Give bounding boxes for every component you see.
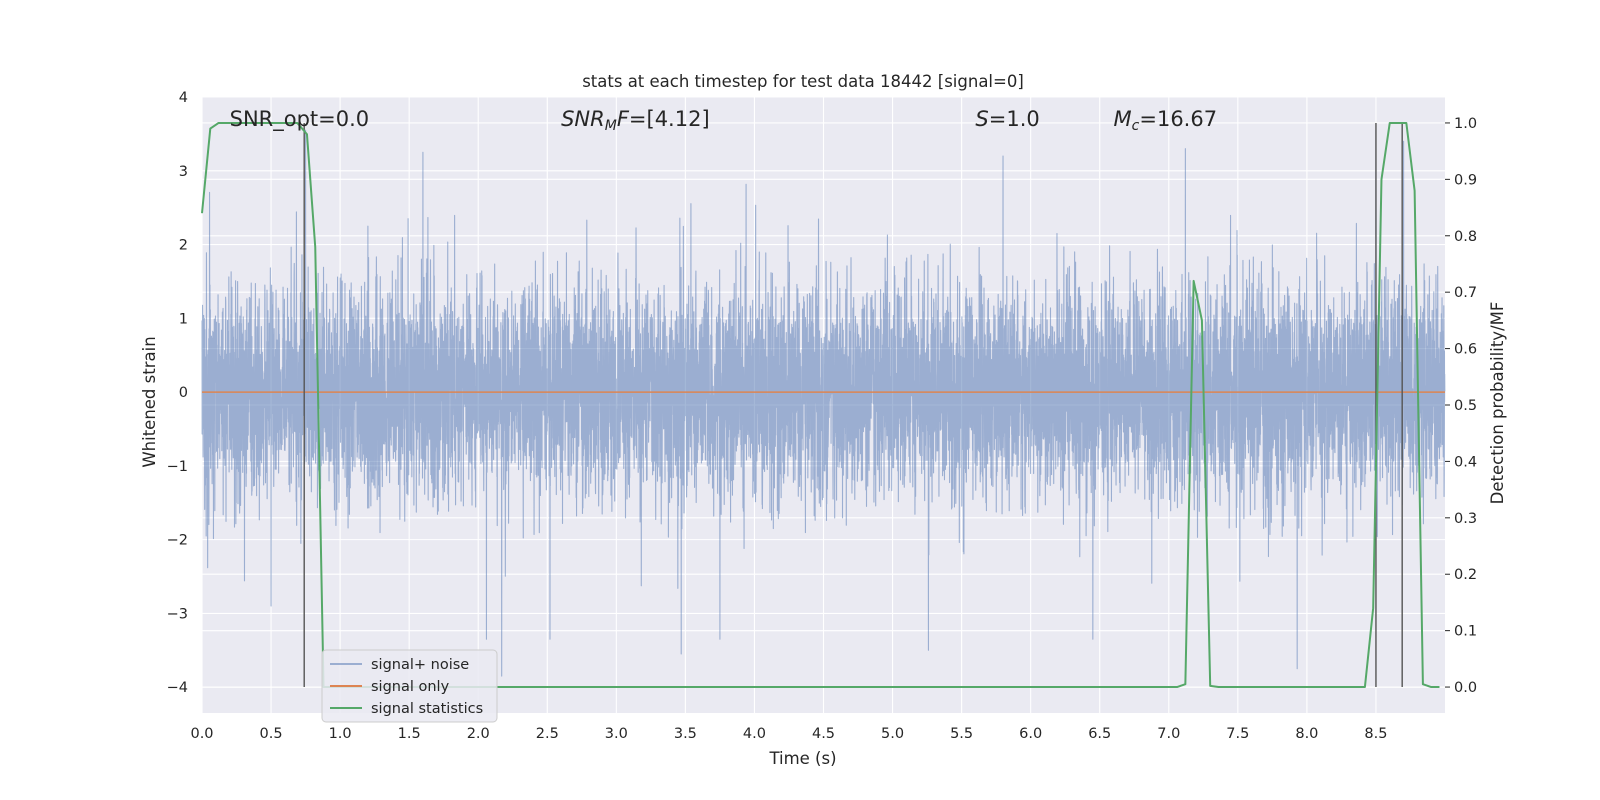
x-tick-label: 7.5 xyxy=(1226,726,1249,742)
x-tick-label: 1.5 xyxy=(398,726,421,742)
x-tick-label: 8.0 xyxy=(1295,726,1318,742)
x-tick-label: 8.5 xyxy=(1364,726,1387,742)
y-right-tick-label: 0.3 xyxy=(1454,511,1477,527)
y-left-tick-label: 0 xyxy=(179,385,188,401)
y-right-tick-label: 0.1 xyxy=(1454,624,1477,640)
x-tick-label: 2.0 xyxy=(467,726,490,742)
y-axis-left-label: Whitened strain xyxy=(140,336,159,467)
vertical-marker-lines xyxy=(303,122,1403,688)
y-left-tick-label: −2 xyxy=(167,533,188,549)
y-left-tick-label: 1 xyxy=(179,311,188,327)
x-tick-label: 6.0 xyxy=(1019,726,1042,742)
annotation-label: SNR_opt=0.0 xyxy=(230,107,370,132)
y-left-tick-label: 2 xyxy=(179,238,188,254)
x-tick-label: 4.0 xyxy=(743,726,766,742)
y-right-tick-label: 0.6 xyxy=(1454,342,1477,358)
y-right-tick-label: 0.9 xyxy=(1454,172,1477,188)
x-tick-label: 4.5 xyxy=(812,726,835,742)
x-tick-label: 0.5 xyxy=(260,726,283,742)
y-right-tick-label: 0.2 xyxy=(1454,567,1477,583)
legend: signal+ noise signal only signal statistic… xyxy=(321,649,498,723)
x-tick-label: 0.0 xyxy=(190,726,213,742)
y-left-tick-label: 4 xyxy=(179,90,188,106)
signal-statistics-line xyxy=(201,121,1440,689)
x-tick-label: 5.5 xyxy=(950,726,973,742)
y-right-tick-label: 0.0 xyxy=(1454,680,1477,696)
y-left-tick-label: −4 xyxy=(167,680,188,696)
annotations: SNR_opt=0.0 SNRMF=[4.12] S=1.0 Mc=16.67 xyxy=(230,107,1217,134)
x-tick-label: 3.5 xyxy=(674,726,697,742)
annotation-label: Mc=16.67 xyxy=(1114,107,1218,134)
y-right-tick-label: 0.7 xyxy=(1454,285,1477,301)
signal-statistics-series xyxy=(201,121,1440,689)
x-axis-label: Time (s) xyxy=(768,749,836,768)
x-tick-label: 3.0 xyxy=(605,726,628,742)
legend-label: signal only xyxy=(371,679,450,695)
y-right-tick-label: 1.0 xyxy=(1454,116,1477,132)
y-right-tick-label: 0.4 xyxy=(1454,454,1477,470)
y-left-tick-label: −3 xyxy=(167,606,188,622)
legend-box xyxy=(321,649,498,723)
x-tick-label: 2.5 xyxy=(536,726,559,742)
y-axis-left-ticks: −4 −3 −2 −1 0 1 2 3 4 xyxy=(167,90,188,696)
y-axis-right-ticks: 0.0 0.1 0.2 0.3 0.4 0.5 0.6 0.7 0.8 0.9 1.0 xyxy=(1445,116,1477,696)
chart-title: stats at each timestep for test data 184… xyxy=(582,72,1024,91)
y-left-tick-label: −1 xyxy=(167,459,188,475)
x-tick-label: 1.0 xyxy=(329,726,352,742)
annotation-label: SNRMF=[4.12] xyxy=(561,107,710,134)
annotation-label: S=1.0 xyxy=(975,107,1039,131)
y-axis-right-label: Detection probability/MF xyxy=(1488,302,1507,505)
signal-plus-noise-series xyxy=(201,129,1446,677)
x-tick-label: 6.5 xyxy=(1088,726,1111,742)
legend-label: signal statistics xyxy=(371,701,483,717)
legend-label: signal+ noise xyxy=(371,657,469,673)
x-tick-label: 5.0 xyxy=(881,726,904,742)
y-right-tick-label: 0.8 xyxy=(1454,229,1477,245)
x-axis-ticks: 0.0 0.5 1.0 1.5 2.0 2.5 3.0 3.5 4.0 4.5 5.0 5.5 6.0 6… xyxy=(190,726,1387,742)
y-left-tick-label: 3 xyxy=(179,164,188,180)
x-tick-label: 7.0 xyxy=(1157,726,1180,742)
signal-plus-noise-line xyxy=(201,129,1446,677)
y-right-tick-label: 0.5 xyxy=(1454,398,1477,414)
